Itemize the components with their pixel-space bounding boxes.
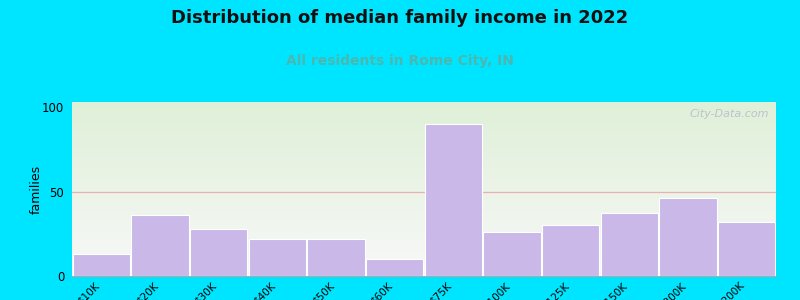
Bar [542,225,599,276]
Bar [659,198,717,276]
Bar [425,124,482,276]
Bar [718,222,775,276]
Bar [307,239,365,276]
Text: City-Data.com: City-Data.com [690,109,769,119]
Bar [73,254,130,276]
Y-axis label: families: families [30,164,43,214]
Bar [131,215,189,276]
Bar [249,239,306,276]
Bar [366,259,423,276]
Bar [483,232,541,276]
Text: All residents in Rome City, IN: All residents in Rome City, IN [286,54,514,68]
Bar [190,229,247,276]
Bar [601,214,658,276]
Text: Distribution of median family income in 2022: Distribution of median family income in … [171,9,629,27]
